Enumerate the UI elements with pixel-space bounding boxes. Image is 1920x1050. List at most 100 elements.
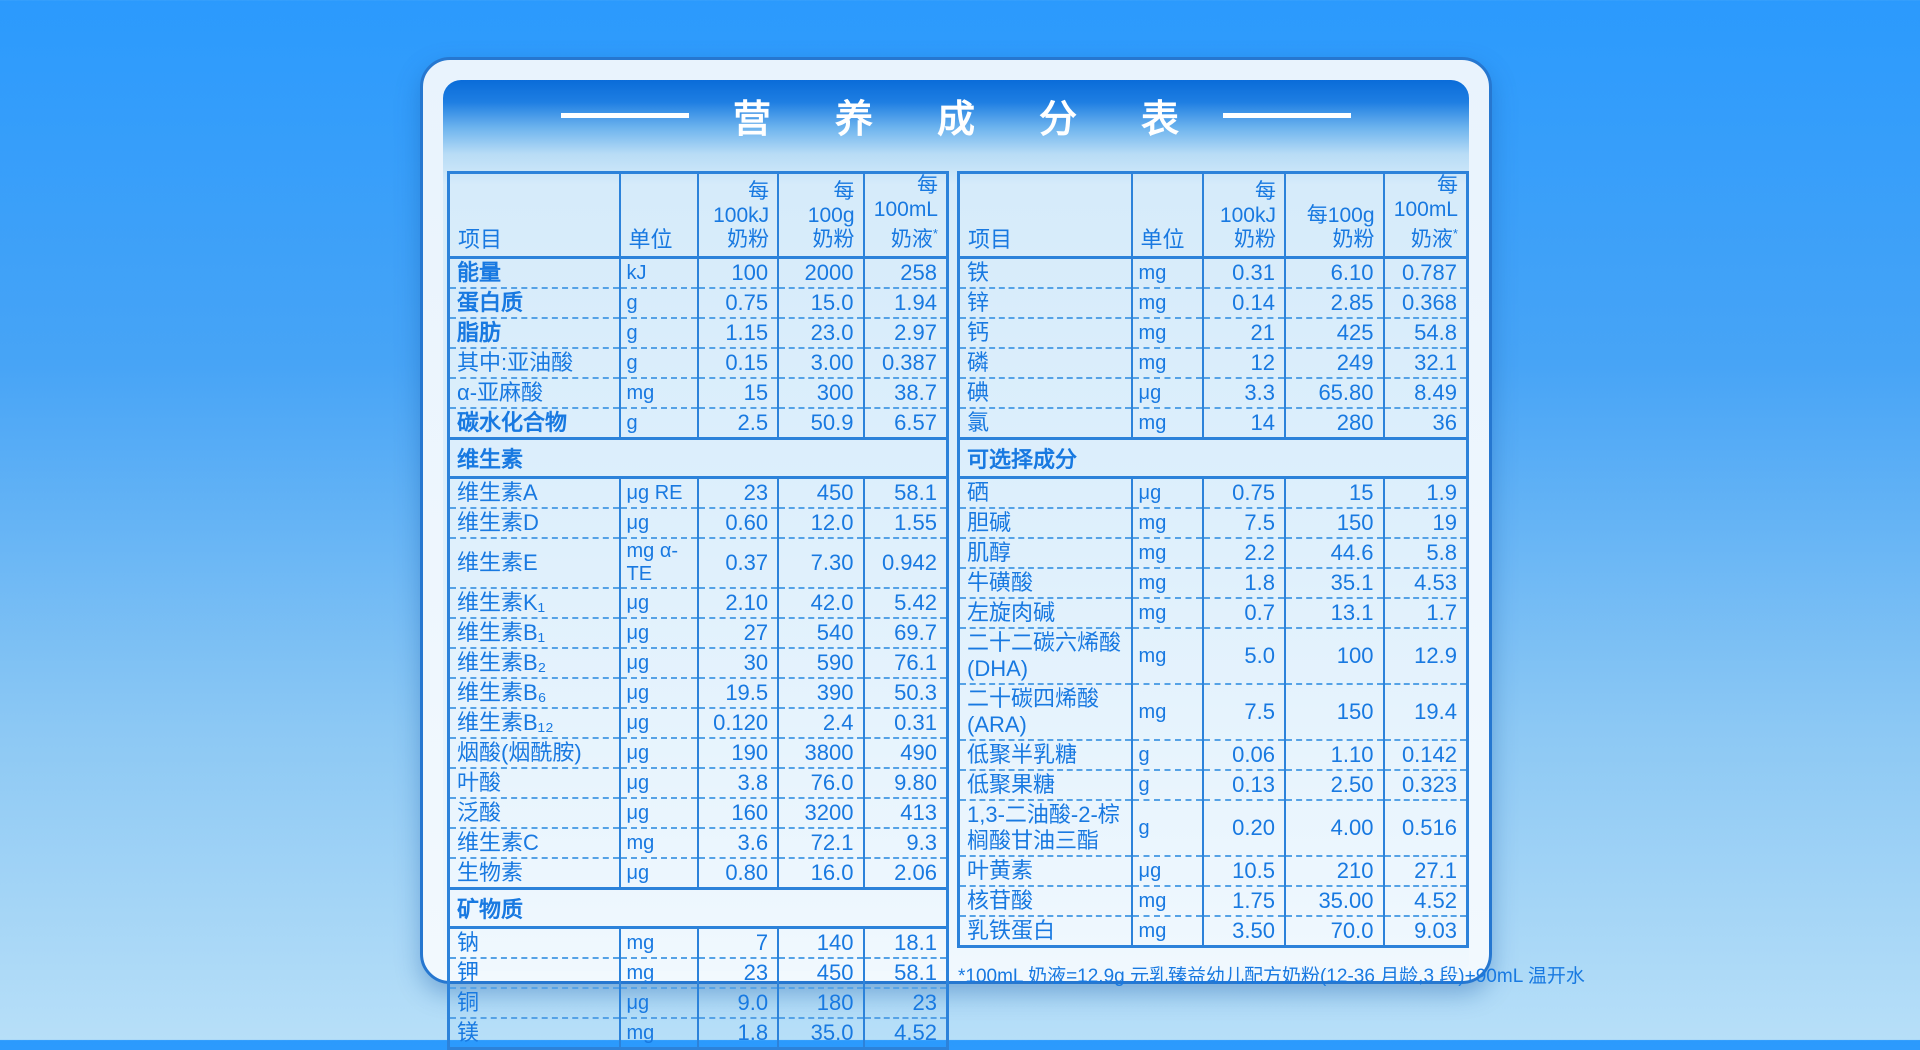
nutrient-value: 0.787 (1382, 256, 1468, 288)
nutrient-name: 低聚半乳糖 (958, 739, 1132, 770)
nutrient-unit: mg (1130, 347, 1204, 378)
nutrient-row: 低聚半乳糖 g 0.06 1.10 0.142 (958, 739, 1468, 770)
nutrient-value: 0.37 (697, 537, 779, 588)
nutrient-value: 72.1 (777, 827, 864, 858)
nutrient-value: 1.15 (697, 317, 779, 348)
nutrient-row: 乳铁蛋白 mg 3.50 70.0 9.03 (958, 915, 1468, 947)
nutrient-row: 左旋肉碱 mg 0.7 13.1 1.7 (958, 597, 1468, 628)
nutrient-value: 23.0 (777, 317, 864, 348)
nutrient-value: 15 (697, 377, 779, 408)
nutrient-name: 维生素A (448, 476, 620, 508)
nutrient-unit: g (618, 347, 699, 378)
nutrient-unit: μg (618, 707, 699, 738)
nutrient-value: 14 (1202, 407, 1285, 439)
nutrient-name: α-亚麻酸 (448, 377, 620, 408)
nutrient-row: 核苷酸 mg 1.75 35.00 4.52 (958, 885, 1468, 916)
nutrient-value: 9.3 (862, 827, 948, 858)
nutrient-name: 叶黄素 (958, 855, 1132, 886)
column-header: 每100g 奶粉 (777, 172, 864, 259)
nutrient-value: 0.20 (1202, 799, 1285, 856)
column-header: 每100kJ 奶粉 (697, 172, 779, 259)
nutrient-value: 58.1 (862, 957, 948, 988)
nutrient-value: 21 (1202, 317, 1285, 348)
nutrition-table-left: 项目 单位 每100kJ 奶粉 每100g 奶粉 每100mL 奶液* 能量 kJ 100 2000 2… (447, 171, 949, 1050)
column-header: 每100mL 奶液* (862, 172, 948, 259)
nutrient-unit: mg (618, 1017, 699, 1049)
nutrient-value: 3200 (777, 797, 864, 828)
nutrient-row: 碘 μg 3.3 65.80 8.49 (958, 377, 1468, 408)
nutrient-value: 0.387 (862, 347, 948, 378)
header-row: 项目 单位 每100kJ 奶粉 每100g 奶粉 每100mL 奶液* (448, 172, 948, 259)
nutrient-unit: mg (1130, 627, 1204, 684)
nutrient-value: 19 (1382, 507, 1468, 538)
nutrient-name: 碘 (958, 377, 1132, 408)
nutrient-unit: g (1130, 739, 1204, 770)
nutrient-row: 其中:亚油酸 g 0.15 3.00 0.387 (448, 347, 948, 378)
nutrient-value: 2.06 (862, 857, 948, 889)
nutrient-value: 27 (697, 617, 779, 648)
nutrient-value: 12.0 (777, 507, 864, 538)
nutrient-value: 540 (777, 617, 864, 648)
section-header: 维生素 (448, 437, 948, 479)
nutrient-row: 维生素C mg 3.6 72.1 9.3 (448, 827, 948, 858)
section-row: 矿物质 (448, 887, 948, 929)
column-header: 单位 (1130, 172, 1204, 259)
nutrient-value: 19.5 (697, 677, 779, 708)
nutrient-row: 钙 mg 21 425 54.8 (958, 317, 1468, 348)
nutrient-value: 3.8 (697, 767, 779, 798)
nutrient-row: 二十碳四烯酸 (ARA) mg 7.5 150 19.4 (958, 683, 1468, 740)
nutrient-row: 泛酸 μg 160 3200 413 (448, 797, 948, 828)
nutrient-name: 生物素 (448, 857, 620, 889)
nutrient-name: 能量 (448, 256, 620, 288)
nutrient-value: 44.6 (1283, 537, 1384, 568)
nutrient-unit: μg (618, 797, 699, 828)
nutrient-value: 3.3 (1202, 377, 1285, 408)
nutrient-value: 7 (697, 926, 779, 958)
nutrient-name: 核苷酸 (958, 885, 1132, 916)
nutrient-unit: g (618, 317, 699, 348)
nutrient-row: 生物素 μg 0.80 16.0 2.06 (448, 857, 948, 889)
nutrient-value: 10.5 (1202, 855, 1285, 886)
nutrient-value: 6.10 (1283, 256, 1384, 288)
nutrient-value: 390 (777, 677, 864, 708)
title-decoration-line-right (1223, 112, 1351, 118)
nutrient-value: 3.00 (777, 347, 864, 378)
nutrient-value: 4.53 (1382, 567, 1468, 598)
nutrient-value: 3.6 (697, 827, 779, 858)
nutrient-unit: mg α-TE (618, 537, 699, 588)
nutrient-name: 胆碱 (958, 507, 1132, 538)
nutrient-value: 3800 (777, 737, 864, 768)
nutrient-name: 蛋白质 (448, 287, 620, 318)
nutrient-value: 38.7 (862, 377, 948, 408)
nutrient-value: 13.1 (1283, 597, 1384, 628)
nutrient-value: 15.0 (777, 287, 864, 318)
nutrient-value: 1.75 (1202, 885, 1285, 916)
nutrient-value: 413 (862, 797, 948, 828)
nutrient-name: 低聚果糖 (958, 769, 1132, 800)
nutrient-value: 4.52 (862, 1017, 948, 1049)
nutrient-value: 2.10 (697, 587, 779, 618)
nutrient-name: 铜 (448, 987, 620, 1018)
nutrient-value: 425 (1283, 317, 1384, 348)
tables-container: 项目 单位 每100kJ 奶粉 每100g 奶粉 每100mL 奶液* 能量 kJ 100 2000 2… (447, 171, 1585, 1050)
nutrient-row: 维生素E mg α-TE 0.37 7.30 0.942 (448, 537, 948, 588)
nutrient-value: 7.5 (1202, 507, 1285, 538)
nutrient-value: 490 (862, 737, 948, 768)
column-header: 项目 (448, 172, 620, 259)
nutrient-row: 铜 μg 9.0 180 23 (448, 987, 948, 1018)
nutrient-name: 其中:亚油酸 (448, 347, 620, 378)
nutrient-value: 0.516 (1382, 799, 1468, 856)
nutrient-name: 维生素E (448, 537, 620, 588)
nutrient-name: 维生素B₁₂ (448, 707, 620, 738)
nutrient-value: 9.80 (862, 767, 948, 798)
nutrient-value: 70.0 (1283, 915, 1384, 947)
nutrient-value: 5.42 (862, 587, 948, 618)
panel-inner: 营养成分表 项目 单位 每100kJ 奶粉 每100g 奶粉 每100mL 奶液* 能量 kJ 10… (443, 80, 1585, 1050)
nutrient-unit: μg (1130, 476, 1204, 508)
nutrient-row: 胆碱 mg 7.5 150 19 (958, 507, 1468, 538)
nutrient-unit: g (618, 287, 699, 318)
nutrient-row: 脂肪 g 1.15 23.0 2.97 (448, 317, 948, 348)
nutrient-value: 0.323 (1382, 769, 1468, 800)
nutrient-row: 蛋白质 g 0.75 15.0 1.94 (448, 287, 948, 318)
nutrient-value: 7.5 (1202, 683, 1285, 740)
